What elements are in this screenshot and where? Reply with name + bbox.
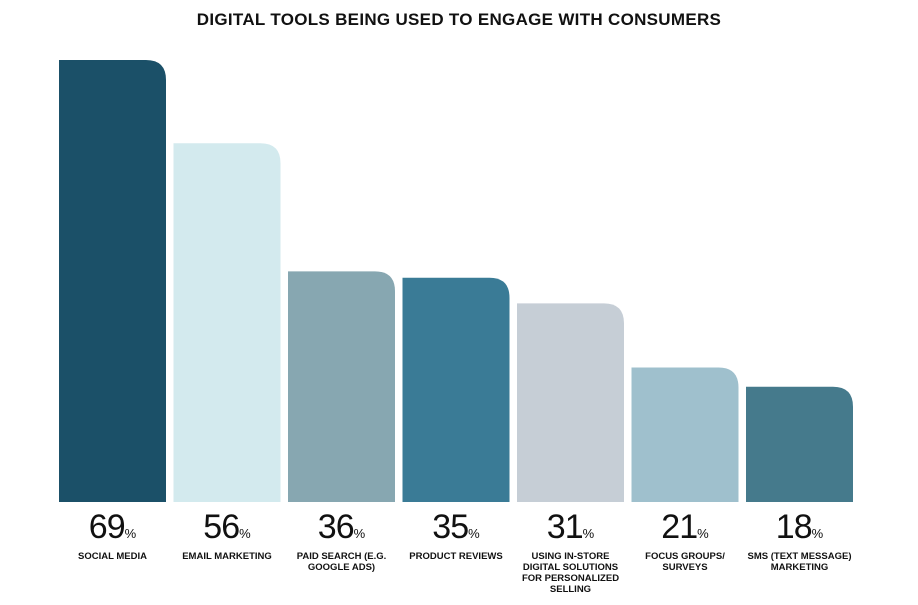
bar-label-group: 69% SOCIAL MEDIA <box>48 510 178 562</box>
category-label: SMS (TEXT MESSAGE) MARKETING <box>747 551 852 573</box>
value-label: 69% <box>48 510 178 551</box>
bar-label-group: 56% EMAIL MARKETING <box>162 510 292 562</box>
value-number: 18 <box>775 508 813 546</box>
value-number: 31 <box>546 508 584 546</box>
category-label: EMAIL MARKETING <box>182 551 272 562</box>
bar-label-group: 35% PRODUCT REVIEWS <box>391 510 521 562</box>
percent-sign: % <box>582 526 595 541</box>
value-label: 31% <box>506 510 636 551</box>
value-number: 21 <box>661 508 698 546</box>
value-label: 56% <box>162 510 292 551</box>
bar <box>631 367 739 502</box>
chart-title: DIGITAL TOOLS BEING USED TO ENGAGE WITH … <box>196 10 722 29</box>
value-label: 35% <box>391 510 521 551</box>
percent-sign: % <box>353 526 366 541</box>
value-label: 18% <box>735 510 865 551</box>
category-label: SOCIAL MEDIA <box>78 551 147 562</box>
value-number: 36 <box>317 508 355 546</box>
bar-label-group: 18% SMS (TEXT MESSAGE) MARKETING <box>735 510 865 573</box>
percent-sign: % <box>468 526 480 541</box>
bar-label-group: 36% PAID SEARCH (E.G. GOOGLE ADS) <box>277 510 407 573</box>
value-number: 56 <box>203 508 240 546</box>
bar <box>517 303 624 502</box>
bar <box>288 271 395 502</box>
value-number: 35 <box>432 508 469 546</box>
bar <box>173 143 281 502</box>
category-label: PRODUCT REVIEWS <box>409 551 503 562</box>
value-label: 21% <box>620 510 750 551</box>
bar <box>59 60 166 502</box>
percent-sign: % <box>811 526 824 541</box>
bar <box>402 277 510 502</box>
category-label: USING IN-STORE DIGITAL SOLUTIONS FOR PER… <box>521 551 620 595</box>
bar <box>746 386 853 502</box>
percent-sign: % <box>124 526 137 541</box>
bar-label-group: 31% USING IN-STORE DIGITAL SOLUTIONS FOR … <box>506 510 636 595</box>
bar-label-group: 21% FOCUS GROUPS/ SURVEYS <box>620 510 750 573</box>
category-label: PAID SEARCH (E.G. GOOGLE ADS) <box>296 551 387 573</box>
value-number: 69 <box>88 508 126 546</box>
percent-sign: % <box>697 526 709 541</box>
value-label: 36% <box>277 510 407 551</box>
percent-sign: % <box>239 526 251 541</box>
category-label: FOCUS GROUPS/ SURVEYS <box>645 551 725 573</box>
